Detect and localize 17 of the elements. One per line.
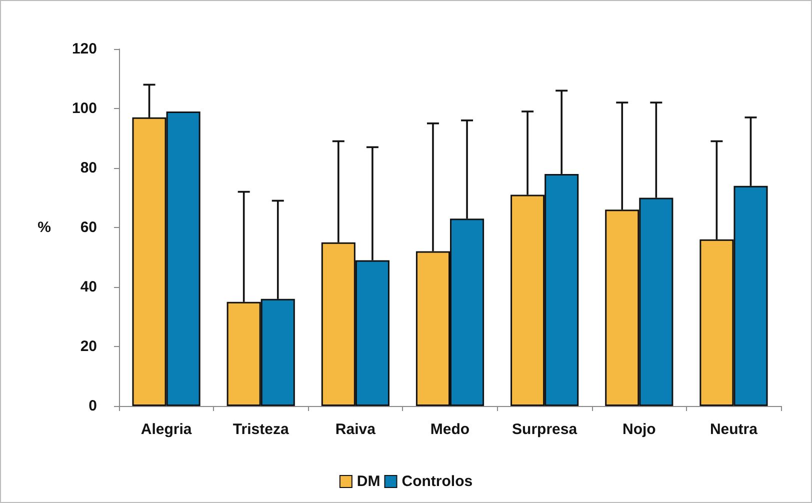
x-tick-label: Nojo <box>622 421 656 438</box>
x-tick-label: Medo <box>430 421 470 438</box>
y-tick-label: 120 <box>72 40 97 58</box>
legend-label: DM <box>356 473 380 490</box>
y-tick-label: 80 <box>80 160 97 176</box>
y-tick-label: 0 <box>88 398 97 414</box>
x-tick-label: Alegria <box>140 421 192 438</box>
y-tick-label: 60 <box>80 219 97 236</box>
y-tick-label: 20 <box>80 338 97 355</box>
legend-label: Controlos <box>402 473 473 490</box>
x-tick-label: Surpresa <box>512 421 578 438</box>
x-tick-label: Tristeza <box>232 421 290 438</box>
y-tick-label: 100 <box>72 100 97 117</box>
x-tick-label: Raiva <box>335 421 376 438</box>
y-tick-label: 40 <box>80 278 97 296</box>
y-axis-title: % <box>38 219 51 236</box>
x-tick-label: Neutra <box>710 421 758 438</box>
